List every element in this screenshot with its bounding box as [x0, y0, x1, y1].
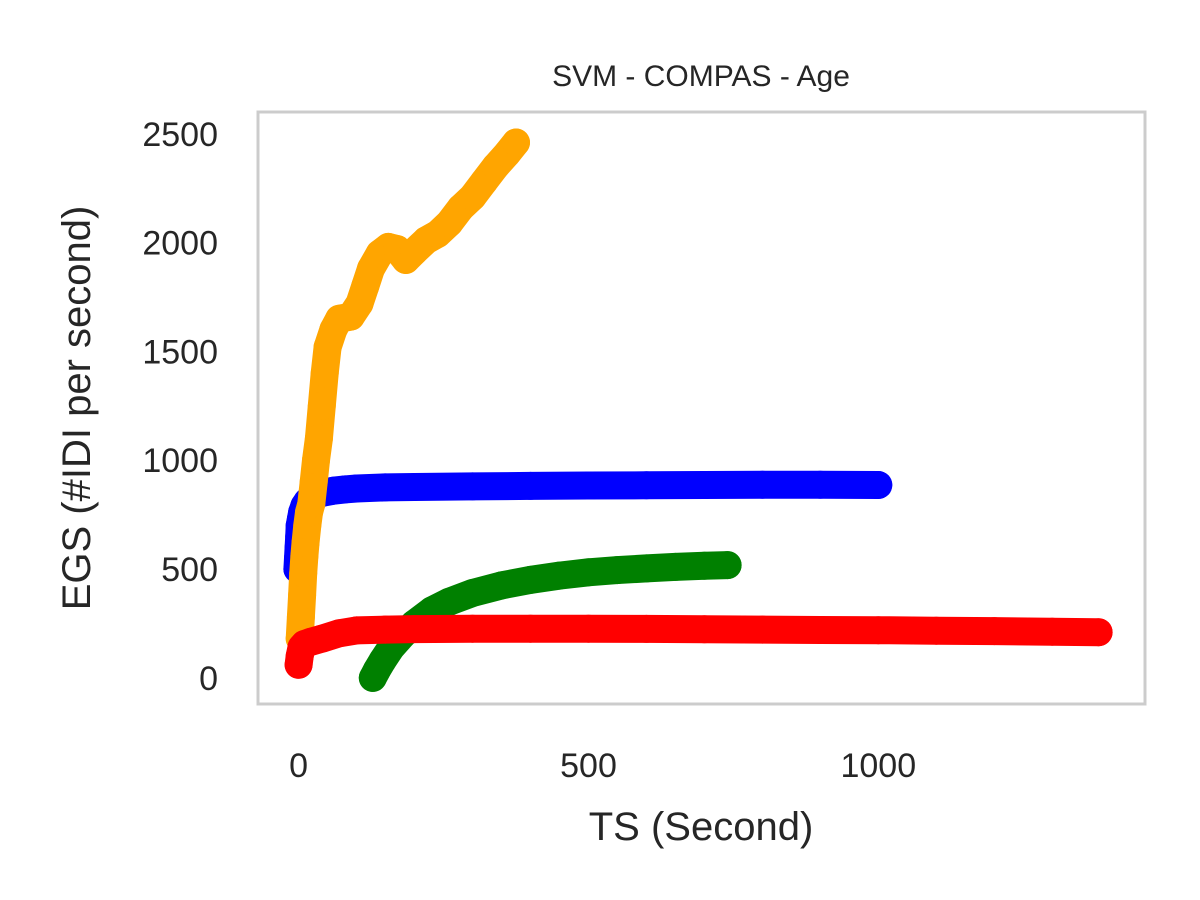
data-point	[516, 471, 545, 500]
data-point	[603, 556, 632, 585]
data-point	[632, 471, 661, 500]
data-point	[632, 554, 661, 583]
series-2-trace	[285, 128, 530, 653]
data-point	[574, 558, 603, 587]
data-point	[342, 474, 371, 503]
data-point	[400, 473, 429, 501]
data-point	[458, 579, 487, 607]
data-point	[864, 616, 893, 645]
data-point	[632, 614, 661, 643]
data-point	[806, 470, 835, 499]
data-point	[574, 614, 603, 643]
data-point	[661, 552, 690, 581]
x-tick-label: 1000	[840, 747, 916, 785]
data-point	[864, 471, 893, 499]
data-point	[286, 602, 315, 631]
data-point	[748, 615, 777, 644]
plot-area	[256, 110, 1147, 706]
data-point	[371, 473, 400, 502]
y-tick-label: 2000	[142, 225, 218, 263]
data-point	[713, 551, 742, 580]
plot-frame	[256, 110, 1147, 706]
data-point	[574, 471, 603, 500]
x-tick-labels: 0 500 1000	[289, 747, 916, 785]
y-tick-label: 2500	[142, 116, 218, 154]
data-point	[516, 614, 545, 643]
data-point	[806, 616, 835, 644]
data-point	[400, 615, 429, 644]
series-2	[285, 128, 530, 653]
x-tick-label: 500	[560, 747, 617, 785]
y-axis-label: EGS (#IDI per second)	[55, 206, 99, 611]
x-tick-label: 0	[289, 747, 308, 785]
data-point	[516, 565, 545, 594]
data-point	[342, 616, 371, 645]
data-point	[545, 561, 574, 590]
data-point	[690, 551, 719, 580]
series-3	[284, 614, 1113, 679]
y-tick-label: 500	[161, 551, 218, 589]
data-point	[502, 128, 530, 157]
y-tick-labels: 0 500 1000 1500 2000 2500	[142, 116, 218, 698]
chart-title: SVM - COMPAS - Age	[552, 60, 850, 93]
data-point	[371, 615, 400, 644]
data-point	[288, 581, 317, 610]
data-point	[299, 468, 328, 496]
data-point	[1084, 618, 1113, 647]
data-point	[690, 471, 719, 499]
data-point	[304, 424, 333, 453]
data-point	[922, 616, 951, 645]
data-point	[748, 470, 777, 499]
data-point	[980, 617, 1009, 646]
y-tick-label: 1500	[142, 333, 218, 371]
data-point	[487, 571, 516, 600]
data-point	[1038, 617, 1067, 646]
series-layer	[283, 128, 1113, 692]
data-point	[307, 391, 336, 420]
y-tick-label: 1000	[142, 442, 218, 480]
y-tick-label: 0	[199, 660, 218, 698]
data-point	[310, 359, 339, 388]
data-point	[458, 472, 487, 501]
x-axis-label: TS (Second)	[589, 805, 814, 849]
data-point	[302, 446, 330, 475]
data-point	[435, 587, 464, 616]
data-point	[690, 615, 719, 644]
data-point	[458, 614, 487, 643]
data-point	[297, 489, 326, 518]
